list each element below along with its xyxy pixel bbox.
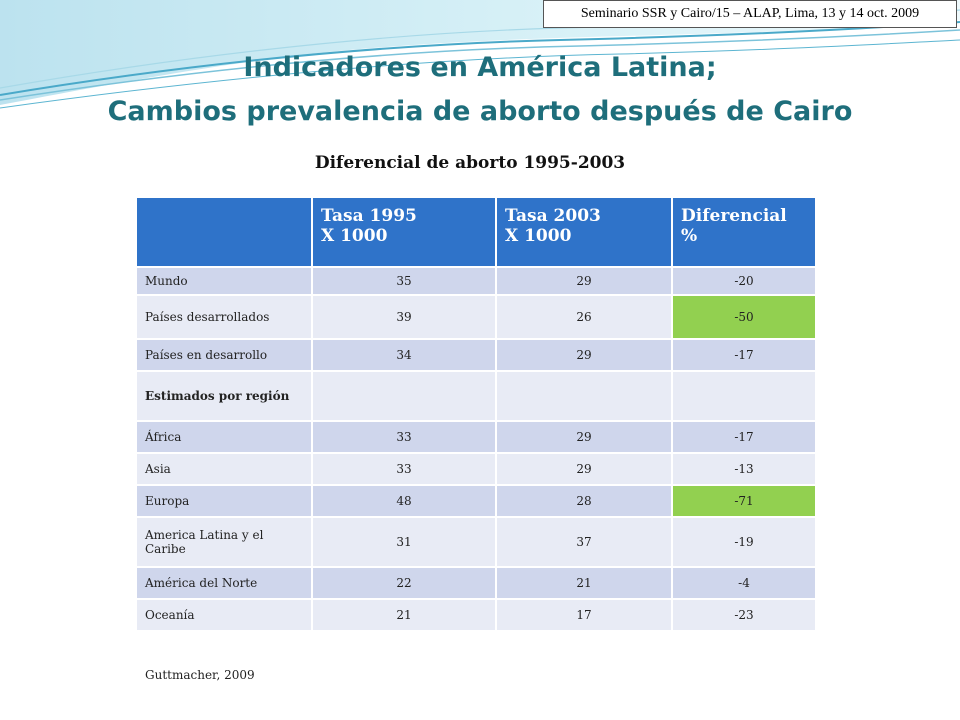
header-differential: Diferencial % [671, 196, 817, 268]
differential-cell: -20 [671, 266, 817, 296]
rate-1995-cell: 22 [311, 566, 497, 600]
rate-2003-cell: 29 [495, 266, 673, 296]
rate-1995-cell: 33 [311, 452, 497, 486]
rate-2003-cell: 17 [495, 598, 673, 632]
row-label: África [135, 420, 313, 454]
abortion-rates-table: Tasa 1995 X 1000 Tasa 2003 X 1000 Difere… [135, 196, 817, 632]
table-row: América del Norte 22 21 -4 [135, 566, 817, 600]
table-body: Mundo 35 29 -20 Países desarrollados 39 26 -50 P… [135, 266, 817, 632]
row-label: Países desarrollados [135, 294, 313, 340]
differential-cell: -13 [671, 452, 817, 486]
differential-cell: -23 [671, 598, 817, 632]
row-label: America Latina y el Caribe [135, 516, 313, 568]
header-empty [135, 196, 313, 268]
rate-2003-cell: 21 [495, 566, 673, 600]
rate-2003-cell: 29 [495, 338, 673, 372]
table-row: Países en desarrollo 34 29 -17 [135, 338, 817, 372]
rate-1995-cell: 39 [311, 294, 497, 340]
page-subtitle-heading: Cambios prevalencia de aborto después de… [107, 96, 853, 127]
differential-cell: -4 [671, 566, 817, 600]
row-label: Mundo [135, 266, 313, 296]
row-label: Asia [135, 452, 313, 486]
table-row: África 33 29 -17 [135, 420, 817, 454]
row-label: Países en desarrollo [135, 338, 313, 372]
table-row: Oceanía 21 17 -23 [135, 598, 817, 632]
rate-1995-cell [311, 370, 497, 422]
rate-1995-cell: 33 [311, 420, 497, 454]
table-row: Estimados por región [135, 370, 817, 422]
rate-2003-cell: 37 [495, 516, 673, 568]
row-label: América del Norte [135, 566, 313, 600]
rate-1995-cell: 31 [311, 516, 497, 568]
header-rate-2003: Tasa 2003 X 1000 [495, 196, 673, 268]
rate-1995-cell: 21 [311, 598, 497, 632]
table-row: America Latina y el Caribe 31 37 -19 [135, 516, 817, 568]
differential-cell: -17 [671, 420, 817, 454]
table-header-row: Tasa 1995 X 1000 Tasa 2003 X 1000 Difere… [135, 196, 817, 268]
rate-1995-cell: 35 [311, 266, 497, 296]
differential-cell [671, 370, 817, 422]
rate-1995-cell: 48 [311, 484, 497, 518]
rate-1995-cell: 34 [311, 338, 497, 372]
row-label: Europa [135, 484, 313, 518]
source-citation: Guttmacher, 2009 [145, 668, 255, 682]
differential-cell: -17 [671, 338, 817, 372]
rate-2003-cell: 28 [495, 484, 673, 518]
differential-cell: -50 [671, 294, 817, 340]
row-label: Estimados por región [135, 370, 313, 422]
table-row: Países desarrollados 39 26 -50 [135, 294, 817, 340]
row-label: Oceanía [135, 598, 313, 632]
differential-cell: -71 [671, 484, 817, 518]
header-rate-1995: Tasa 1995 X 1000 [311, 196, 497, 268]
rate-2003-cell: 26 [495, 294, 673, 340]
table-row: Europa 48 28 -71 [135, 484, 817, 518]
rate-2003-cell: 29 [495, 452, 673, 486]
differential-cell: -19 [671, 516, 817, 568]
page-title: Indicadores en América Latina; [243, 52, 717, 83]
table-row: Mundo 35 29 -20 [135, 266, 817, 296]
table-row: Asia 33 29 -13 [135, 452, 817, 486]
table-caption: Diferencial de aborto 1995-2003 [314, 153, 626, 173]
rate-2003-cell: 29 [495, 420, 673, 454]
seminar-note: Seminario SSR y Cairo/15 – ALAP, Lima, 1… [543, 0, 957, 28]
rate-2003-cell [495, 370, 673, 422]
